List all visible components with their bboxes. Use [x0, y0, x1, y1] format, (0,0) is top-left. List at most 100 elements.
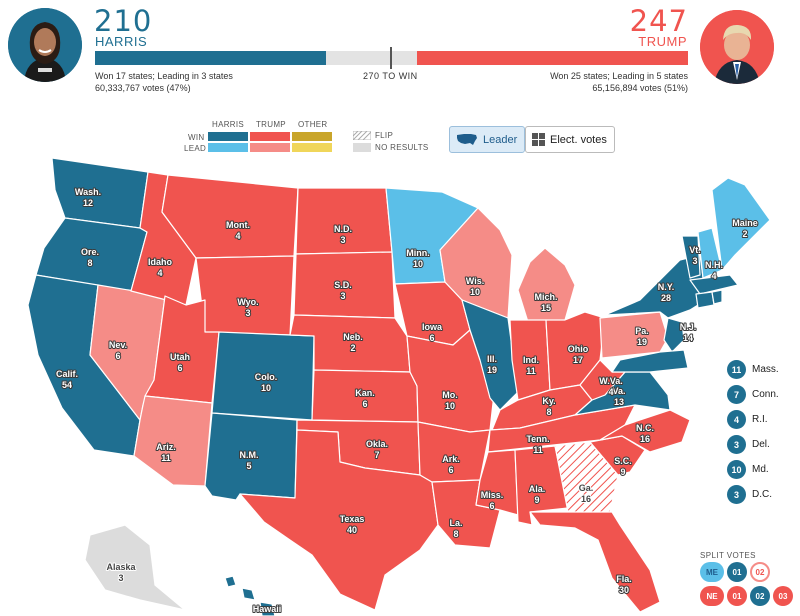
legend-row-lead: LEAD: [184, 144, 207, 153]
small-state-ev-badge: 4: [727, 410, 746, 429]
state-label-nc: N.C.: [636, 423, 654, 433]
trump-status: Won 25 states; Leading in 5 states: [550, 71, 688, 81]
state-ev-ala: 9: [534, 495, 539, 505]
state-label-okla: Okla.: [366, 439, 388, 449]
state-mass[interactable]: [689, 274, 739, 295]
state-label-mich: Mich.: [534, 292, 557, 302]
state-label-kan: Kan.: [355, 388, 375, 398]
legend-no-results-label: NO RESULTS: [375, 143, 429, 152]
small-state-ev-badge: 7: [727, 385, 746, 404]
state-ev-nm: 5: [246, 461, 251, 471]
state-label-tenn: Tenn.: [526, 434, 549, 444]
split-ne-01[interactable]: 01: [727, 586, 747, 606]
swatch-no-results: [353, 143, 371, 152]
state-vt[interactable]: [681, 235, 701, 279]
small-state-ri[interactable]: 4 R.I.: [727, 410, 768, 429]
swatch-other-win: [292, 132, 332, 141]
state-label-ala: Ala.: [529, 484, 546, 494]
small-state-del[interactable]: 3 Del.: [727, 435, 770, 454]
state-ev-ny: 28: [661, 293, 671, 303]
state-ev-colo: 10: [261, 383, 271, 393]
state-ev-tenn: 11: [533, 445, 543, 455]
swatch-harris-lead: [208, 143, 248, 152]
state-ev-wva: 4: [608, 387, 613, 397]
state-ev-okla: 7: [374, 450, 379, 460]
us-map-icon: [457, 134, 477, 145]
state-ev-minn: 10: [413, 259, 423, 269]
state-ariz[interactable]: [133, 395, 213, 487]
state-alaska[interactable]: [84, 524, 186, 611]
split-ne-ne[interactable]: NE: [700, 586, 724, 606]
small-state-mass[interactable]: 11 Mass.: [727, 360, 779, 379]
state-maine[interactable]: [711, 177, 771, 271]
trump-avatar: [700, 10, 774, 84]
threshold-marker: [390, 47, 392, 69]
state-ev-neb: 2: [350, 343, 355, 353]
state-label-wash: Wash.: [75, 187, 101, 197]
state-ev-la: 8: [453, 529, 458, 539]
state-wyo[interactable]: [195, 255, 295, 336]
state-label-colo: Colo.: [255, 372, 278, 382]
state-md[interactable]: [611, 349, 689, 373]
state-label-mo: Mo.: [442, 390, 458, 400]
split-me-01[interactable]: 01: [727, 562, 747, 582]
state-label-sc: S.C.: [614, 456, 632, 466]
small-state-conn[interactable]: 7 Conn.: [727, 385, 779, 404]
state-ri[interactable]: [711, 289, 723, 305]
state-fla[interactable]: [529, 511, 661, 613]
small-state-name: D.C.: [752, 489, 772, 500]
split-me-me[interactable]: ME: [700, 562, 724, 582]
state-label-maine: Maine: [732, 218, 758, 228]
state-label-fla: Fla.: [616, 574, 632, 584]
electoral-bar: [95, 47, 688, 69]
state-label-va: Va.: [612, 386, 625, 396]
swatch-flip: [353, 131, 371, 140]
state-ev-calif: 54: [62, 380, 72, 390]
state-hawaii[interactable]: [224, 575, 276, 616]
harris-bar-fill: [95, 51, 326, 65]
state-ev-fla: 30: [619, 585, 629, 595]
leader-view-button[interactable]: Leader: [449, 126, 525, 153]
state-ev-nj: 14: [683, 333, 693, 343]
state-label-alaska: Alaska: [106, 562, 136, 572]
small-state-ev-badge: 3: [727, 435, 746, 454]
state-label-mont: Mont.: [226, 220, 250, 230]
state-ev-ill: 19: [487, 365, 497, 375]
state-texas[interactable]: [239, 429, 439, 611]
state-wis[interactable]: [439, 207, 513, 319]
state-ev-texas: 40: [347, 525, 357, 535]
harris-name: HARRIS: [95, 34, 148, 49]
state-nj[interactable]: [663, 317, 685, 353]
state-label-utah: Utah: [170, 352, 190, 362]
state-ev-wis: 10: [470, 287, 480, 297]
small-state-dc[interactable]: 3 D.C.: [727, 485, 772, 504]
state-ark[interactable]: [417, 421, 491, 483]
legend-col-other: OTHER: [298, 120, 328, 129]
state-ill[interactable]: [461, 299, 519, 411]
state-ev-ohio: 17: [573, 355, 583, 365]
state-label-hawaii: Hawaii: [253, 604, 282, 614]
small-state-name: Mass.: [752, 364, 779, 375]
split-ne-02[interactable]: 02: [750, 586, 770, 606]
state-label-texas: Texas: [340, 514, 365, 524]
split-me-02[interactable]: 02: [750, 562, 770, 582]
state-pa[interactable]: [599, 311, 669, 359]
split-votes-nebraska: NE 01 02 03: [700, 586, 793, 606]
split-ne-03[interactable]: 03: [773, 586, 793, 606]
small-state-md[interactable]: 10 Md.: [727, 460, 769, 479]
elect-votes-view-button[interactable]: Elect. votes: [525, 126, 615, 153]
state-ev-nc: 16: [640, 434, 650, 444]
state-nc[interactable]: [599, 409, 691, 453]
swatch-other-lead: [292, 143, 332, 152]
state-ga[interactable]: [554, 441, 619, 513]
split-votes-maine: ME 01 02: [700, 562, 770, 582]
small-state-ev-badge: 10: [727, 460, 746, 479]
state-tenn[interactable]: [487, 404, 636, 453]
trump-bar-fill: [417, 51, 688, 65]
state-conn[interactable]: [695, 291, 715, 309]
threshold-label: 270 TO WIN: [363, 71, 418, 81]
legend-row-win: WIN: [188, 133, 205, 142]
state-label-ga: Ga.: [579, 483, 594, 493]
grid-icon: [532, 133, 545, 146]
small-state-ev-badge: 3: [727, 485, 746, 504]
